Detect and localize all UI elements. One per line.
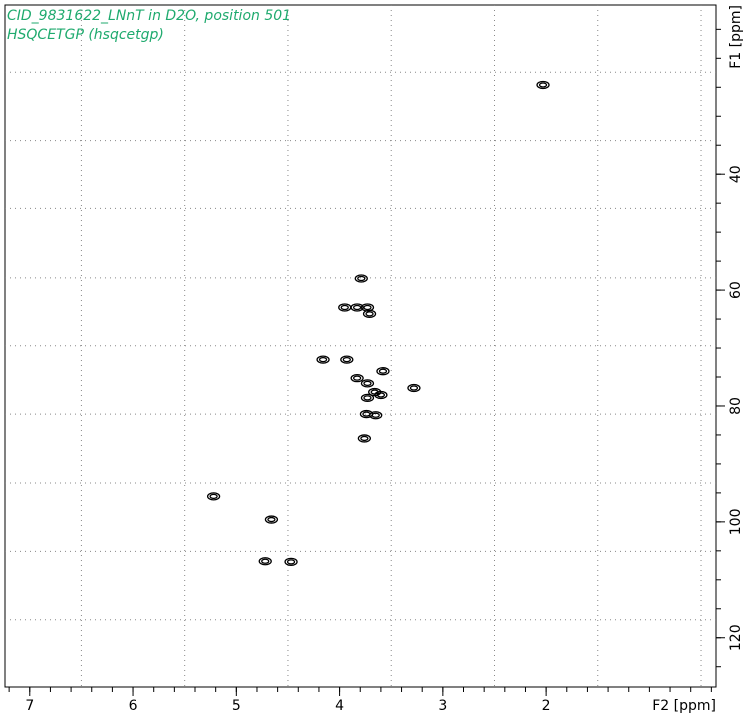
contour-level — [360, 393, 375, 403]
contour-level — [340, 304, 349, 311]
peak — [258, 557, 272, 566]
contour-level — [365, 311, 374, 317]
x-tick-label: 7 — [25, 698, 34, 714]
x-tick-label: 4 — [335, 698, 344, 714]
contour-level — [342, 356, 351, 363]
contour-level — [357, 275, 366, 282]
peak — [360, 379, 375, 388]
x-tick-label: 6 — [129, 698, 138, 714]
contour-level — [286, 559, 296, 565]
peak — [536, 80, 550, 90]
contour-level — [374, 390, 388, 400]
contour-level — [376, 367, 390, 376]
contour-level — [267, 516, 276, 523]
peak — [407, 383, 421, 393]
peak — [284, 557, 298, 566]
contour-level — [378, 368, 388, 374]
peak — [357, 434, 372, 443]
x-tick-label: 5 — [232, 698, 241, 714]
peak — [362, 309, 377, 318]
contour-level — [363, 380, 372, 387]
peak — [316, 355, 330, 364]
contour-level — [206, 492, 221, 501]
y-tick-label: 120 — [728, 624, 744, 651]
peak — [206, 492, 221, 501]
contour-level — [360, 435, 369, 442]
contour-level — [264, 515, 279, 524]
y-tick-label: 80 — [728, 397, 744, 415]
peak — [360, 393, 375, 403]
x-tick-label: 3 — [438, 698, 447, 714]
contour-level — [352, 375, 362, 381]
contour-level — [340, 355, 354, 364]
contour-level — [536, 80, 550, 90]
x-axis-label: F2 [ppm] — [652, 698, 716, 714]
contour-level — [209, 493, 218, 500]
contour-level — [538, 82, 548, 88]
contour-level — [316, 355, 330, 364]
contour-level — [363, 395, 372, 401]
contour-level — [363, 304, 372, 311]
y-tick-label: 60 — [728, 281, 744, 299]
peak — [354, 274, 368, 283]
y-tick-label: 40 — [728, 165, 744, 183]
y-axis-label: F1 [ppm] — [728, 5, 744, 69]
x-tick-label: 2 — [542, 698, 551, 714]
contour-level — [376, 392, 386, 398]
contour-level — [407, 383, 421, 393]
contour-level — [352, 304, 362, 311]
contour-level — [371, 412, 380, 418]
contour-level — [362, 309, 377, 318]
peak — [340, 355, 354, 364]
contour-level — [409, 385, 419, 391]
peak — [369, 411, 383, 420]
contour-level — [354, 274, 368, 283]
contour-level — [357, 434, 372, 443]
contour-level — [362, 411, 371, 417]
contour-level — [369, 411, 383, 420]
peak — [350, 374, 364, 383]
contour-level — [350, 374, 364, 383]
contour-level — [258, 557, 272, 566]
peak — [350, 303, 364, 312]
chart-title: CID_9831622_LNnT in D2O, position 501 — [7, 8, 291, 24]
y-tick-label: 100 — [728, 508, 744, 535]
contour-level — [318, 356, 328, 363]
contour-level — [350, 303, 364, 312]
contour-level — [284, 557, 298, 566]
chart-subtitle: HSQCETGP (hsqcetgp) — [7, 27, 164, 43]
peak — [374, 390, 388, 400]
contour-level — [261, 558, 270, 564]
contour-level — [360, 379, 375, 388]
peak — [338, 303, 352, 312]
peak — [264, 515, 279, 524]
peak — [376, 367, 390, 376]
